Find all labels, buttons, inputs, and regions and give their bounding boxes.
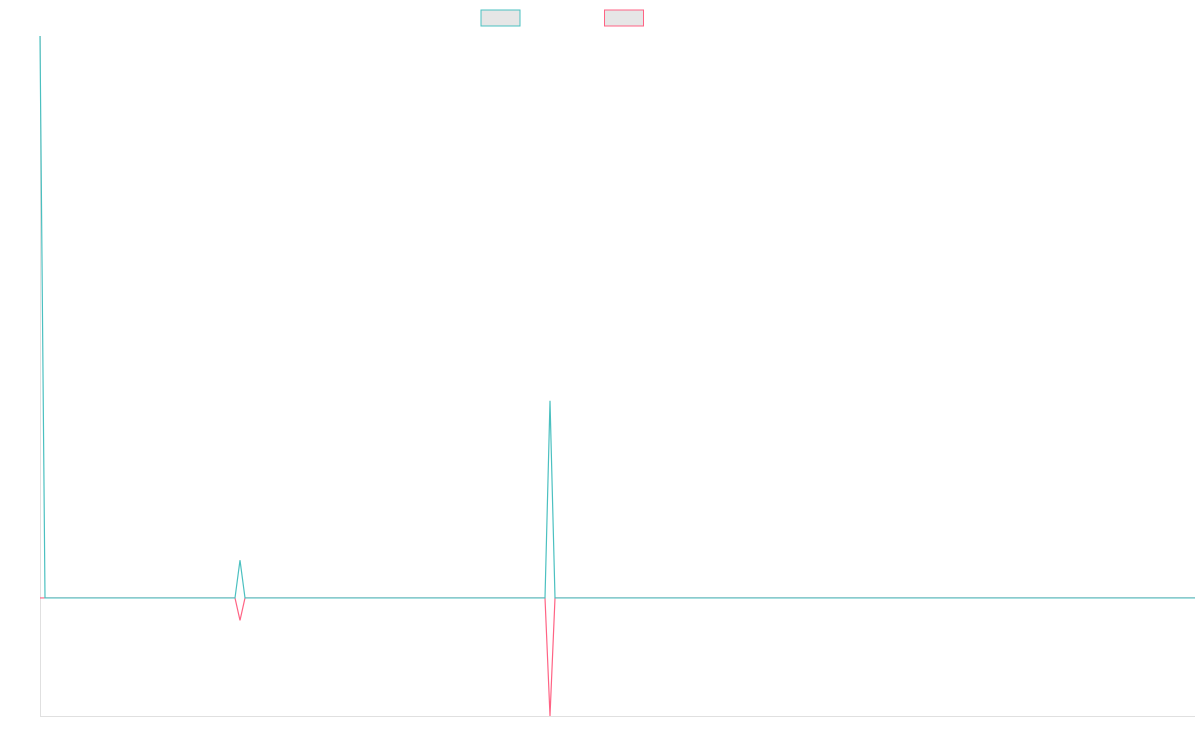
series-line xyxy=(40,597,1195,717)
series-line xyxy=(39,35,1195,599)
legend-swatch xyxy=(480,9,521,27)
legend-swatch xyxy=(604,9,644,27)
